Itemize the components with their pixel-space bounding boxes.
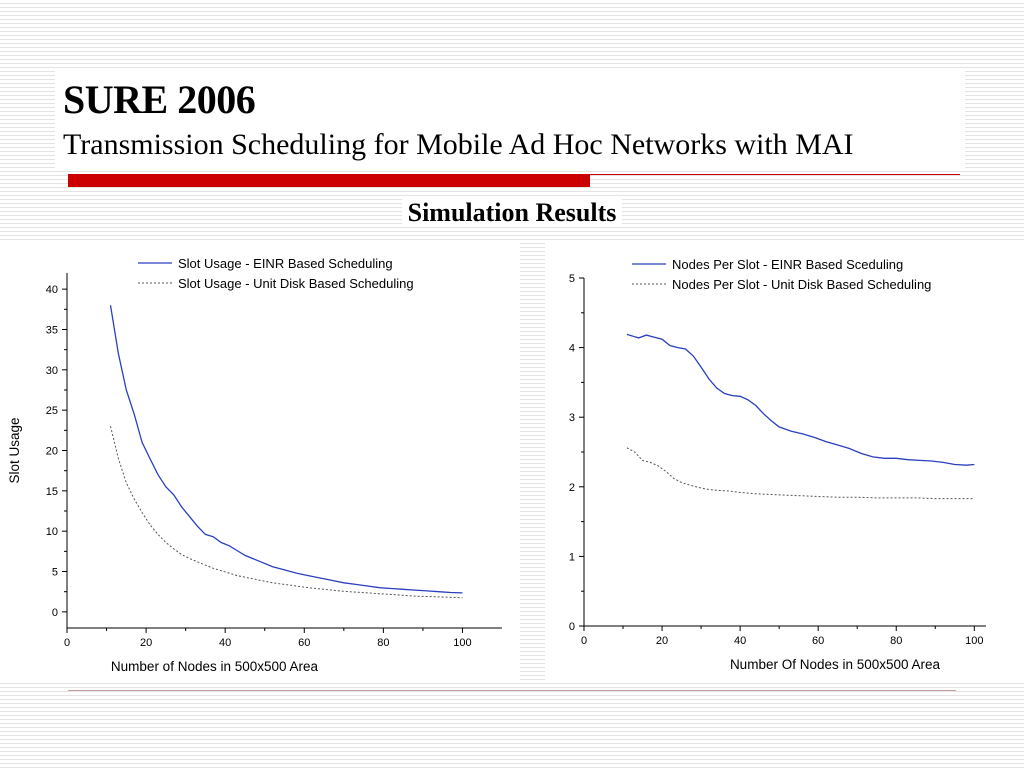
legend-label: Slot Usage - EINR Based Scheduling bbox=[178, 256, 393, 271]
series-line-einr bbox=[626, 333, 975, 466]
chart-slot-usage: 0 20 40 60 80 100 0 5 10 15 20 25 30 35 40 Number of No… bbox=[7, 256, 502, 674]
x-tick-label: 80 bbox=[377, 637, 389, 649]
chart-nodes-per-slot: 0 20 40 60 80 100 0 1 2 3 4 5 Number Of Nodes in 500… bbox=[528, 257, 986, 672]
legend-label: Nodes Per Slot - EINR Based Sceduling bbox=[672, 257, 903, 272]
section-heading-text: Simulation Results bbox=[401, 198, 623, 227]
section-heading: Simulation Results bbox=[0, 198, 1024, 228]
x-tick-label: 100 bbox=[453, 637, 471, 649]
y-tick-label: 20 bbox=[46, 446, 58, 458]
y-tick-label: 15 bbox=[46, 486, 58, 498]
y-tick-label: 5 bbox=[569, 273, 575, 285]
y-tick-label: 1 bbox=[569, 551, 575, 563]
x-tick-label: 0 bbox=[581, 635, 587, 647]
chart-panel-nodes-per-slot: 0 20 40 60 80 100 0 1 2 3 4 5 Number Of Nodes in 500… bbox=[528, 243, 1024, 680]
slide-subtitle: Transmission Scheduling for Mobile Ad Ho… bbox=[63, 128, 854, 161]
chart-panel-slot-usage: 0 20 40 60 80 100 0 5 10 15 20 25 30 35 40 Number of No… bbox=[0, 243, 520, 680]
y-tick-label: 30 bbox=[46, 365, 58, 377]
x-tick-label: 100 bbox=[965, 635, 983, 647]
y-tick-label: 40 bbox=[46, 284, 58, 296]
title-accent-line bbox=[590, 174, 960, 175]
title-area bbox=[55, 70, 965, 170]
series-line-einr bbox=[109, 305, 463, 594]
y-tick-label: 35 bbox=[46, 324, 58, 336]
x-tick-label: 40 bbox=[734, 635, 746, 647]
y-tick-label: 25 bbox=[46, 405, 58, 417]
y-tick-label: 2 bbox=[569, 482, 575, 494]
slide-title: SURE 2006 bbox=[63, 77, 256, 122]
x-tick-label: 60 bbox=[812, 635, 824, 647]
y-tick-label: 0 bbox=[52, 607, 58, 619]
y-tick-label: 10 bbox=[46, 526, 58, 538]
title-accent-bar bbox=[68, 174, 590, 187]
series-line-unit-disk bbox=[110, 426, 463, 599]
x-tick-label: 40 bbox=[219, 637, 231, 649]
series-line-unit-disk bbox=[626, 447, 975, 500]
x-tick-label: 20 bbox=[140, 637, 152, 649]
x-tick-label: 0 bbox=[64, 637, 70, 649]
y-tick-label: 4 bbox=[569, 343, 575, 355]
y-tick-label: 0 bbox=[569, 621, 575, 633]
x-axis-title: Number of Nodes in 500x500 Area bbox=[111, 659, 319, 674]
y-axis-title: Slot Usage bbox=[7, 417, 22, 483]
y-tick-label: 5 bbox=[52, 567, 58, 579]
x-tick-label: 20 bbox=[656, 635, 668, 647]
legend-label: Slot Usage - Unit Disk Based Scheduling bbox=[178, 276, 414, 291]
x-axis-title: Number Of Nodes in 500x500 Area bbox=[730, 657, 941, 672]
legend-label: Nodes Per Slot - Unit Disk Based Schedul… bbox=[672, 277, 931, 292]
x-tick-label: 80 bbox=[890, 635, 902, 647]
x-tick-label: 60 bbox=[298, 637, 310, 649]
y-tick-label: 3 bbox=[569, 412, 575, 424]
footer-divider bbox=[68, 690, 956, 691]
